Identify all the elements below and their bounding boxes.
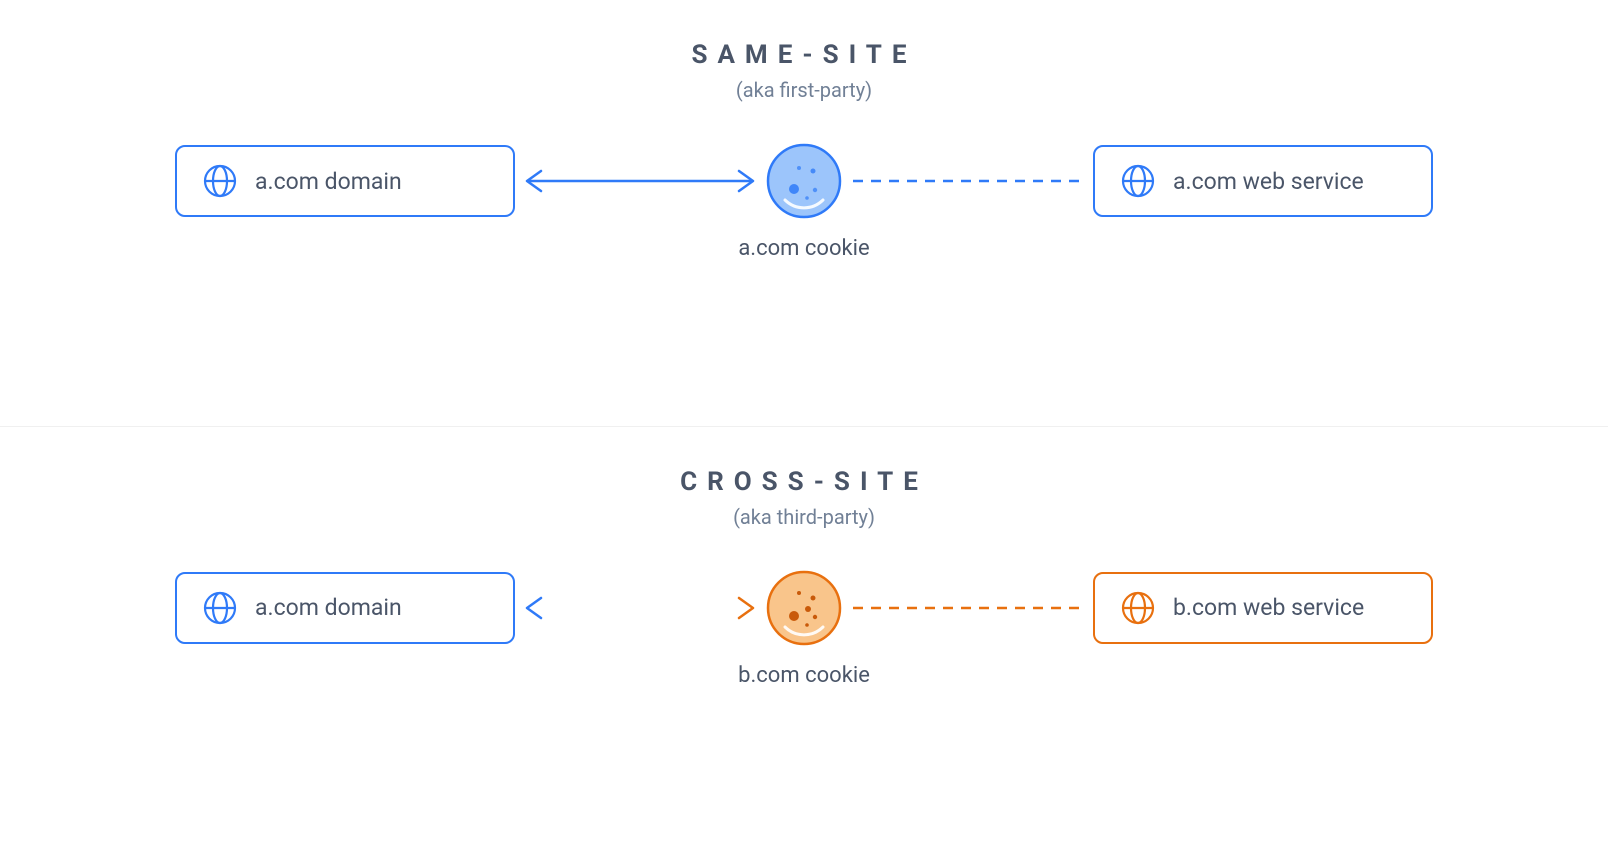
same-site-left-label: a.com domain (255, 168, 402, 195)
globe-icon (203, 591, 237, 625)
same-site-cookie: a.com cookie (765, 142, 843, 220)
cross-site-cookie-label: b.com cookie (738, 663, 870, 688)
same-site-subtitle: (aka first-party) (736, 78, 872, 102)
same-site-dash (843, 161, 1093, 201)
cross-site-left-label: a.com domain (255, 594, 402, 621)
same-site-right-label: a.com web service (1173, 168, 1364, 195)
same-site-title: SAME-SITE (691, 40, 916, 70)
same-site-arrow (515, 161, 765, 201)
cross-site-right-label: b.com web service (1173, 594, 1364, 621)
same-site-cookie-label: a.com cookie (738, 236, 869, 261)
same-site-row: a.com domain a.com cookie (0, 142, 1608, 220)
cross-site-row: a.com domain (0, 569, 1608, 647)
same-site-section: SAME-SITE (aka first-party) a.com domain (0, 0, 1608, 427)
same-site-right-box: a.com web service (1093, 145, 1433, 217)
globe-icon (1121, 591, 1155, 625)
cross-site-dash (843, 588, 1093, 628)
cross-site-arrow (515, 588, 765, 628)
globe-icon (203, 164, 237, 198)
cross-site-subtitle: (aka third-party) (733, 505, 875, 529)
cross-site-left-box: a.com domain (175, 572, 515, 644)
cookie-icon (765, 569, 843, 647)
cross-site-right-box: b.com web service (1093, 572, 1433, 644)
globe-icon (1121, 164, 1155, 198)
cookie-icon (765, 142, 843, 220)
cross-site-section: CROSS-SITE (aka third-party) a.com domai… (0, 427, 1608, 852)
cross-site-cookie: b.com cookie (765, 569, 843, 647)
same-site-left-box: a.com domain (175, 145, 515, 217)
cross-site-title: CROSS-SITE (680, 467, 928, 497)
